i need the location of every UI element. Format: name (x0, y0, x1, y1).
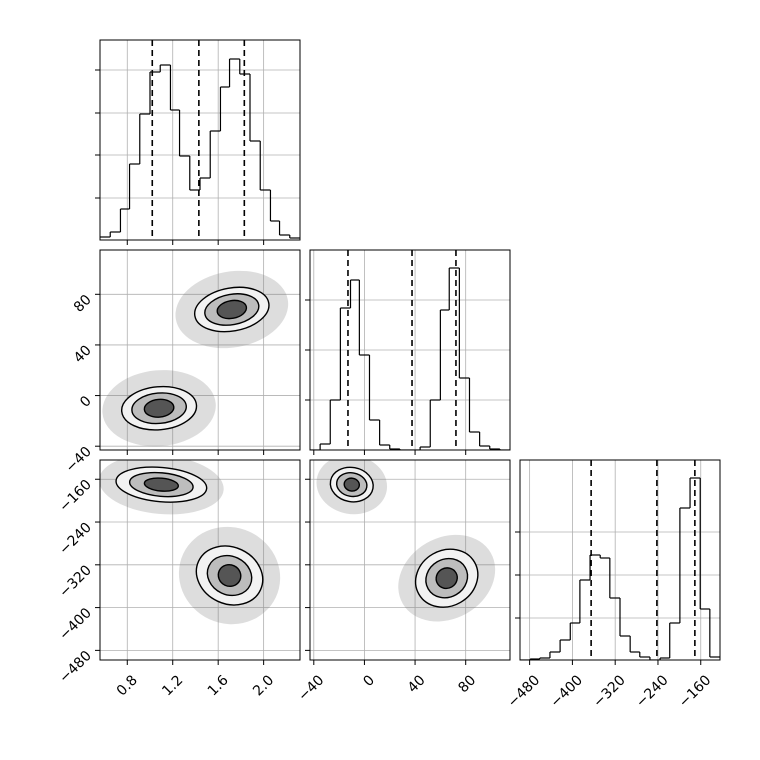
x-tick-label: −480 (505, 672, 544, 711)
y-tick-label: −480 (56, 648, 95, 687)
panel (100, 460, 300, 660)
y-tick-label: 40 (71, 342, 95, 366)
panel (520, 460, 720, 660)
x-tick-label: 0.8 (114, 672, 141, 699)
y-tick-label: −400 (56, 605, 95, 644)
x-tick-label: 1.6 (205, 672, 232, 699)
x-tick-label: −40 (295, 672, 327, 704)
panel-frame (309, 249, 511, 451)
y-tick-label: −160 (56, 477, 95, 516)
panel (100, 250, 300, 450)
panel-frame (309, 459, 511, 661)
x-tick-label: 80 (455, 672, 479, 696)
y-tick-label: 0 (77, 393, 95, 411)
x-tick-label: 2.0 (250, 672, 277, 699)
y-tick-label: 80 (71, 292, 95, 316)
y-tick-label: −240 (56, 520, 95, 559)
y-tick-label: −40 (63, 444, 95, 476)
x-tick-label: 40 (405, 672, 429, 696)
contour (343, 477, 361, 492)
contour (143, 398, 175, 418)
contour (216, 299, 248, 320)
contour (143, 477, 180, 492)
x-tick-label: −400 (548, 672, 587, 711)
y-tick-label: −320 (56, 562, 95, 601)
panel-frame (99, 459, 301, 661)
x-tick-label: 0 (360, 672, 378, 690)
panel-frame (99, 39, 301, 241)
panel-frame (519, 459, 721, 661)
panel (310, 460, 510, 660)
panel (100, 40, 300, 240)
contour (435, 567, 458, 590)
x-tick-label: −160 (676, 672, 715, 711)
x-tick-label: −240 (633, 672, 672, 711)
x-tick-label: −320 (590, 672, 629, 711)
panel (310, 250, 510, 450)
x-tick-label: 1.2 (159, 672, 186, 699)
panel-frame (99, 249, 301, 451)
contour (217, 563, 242, 588)
